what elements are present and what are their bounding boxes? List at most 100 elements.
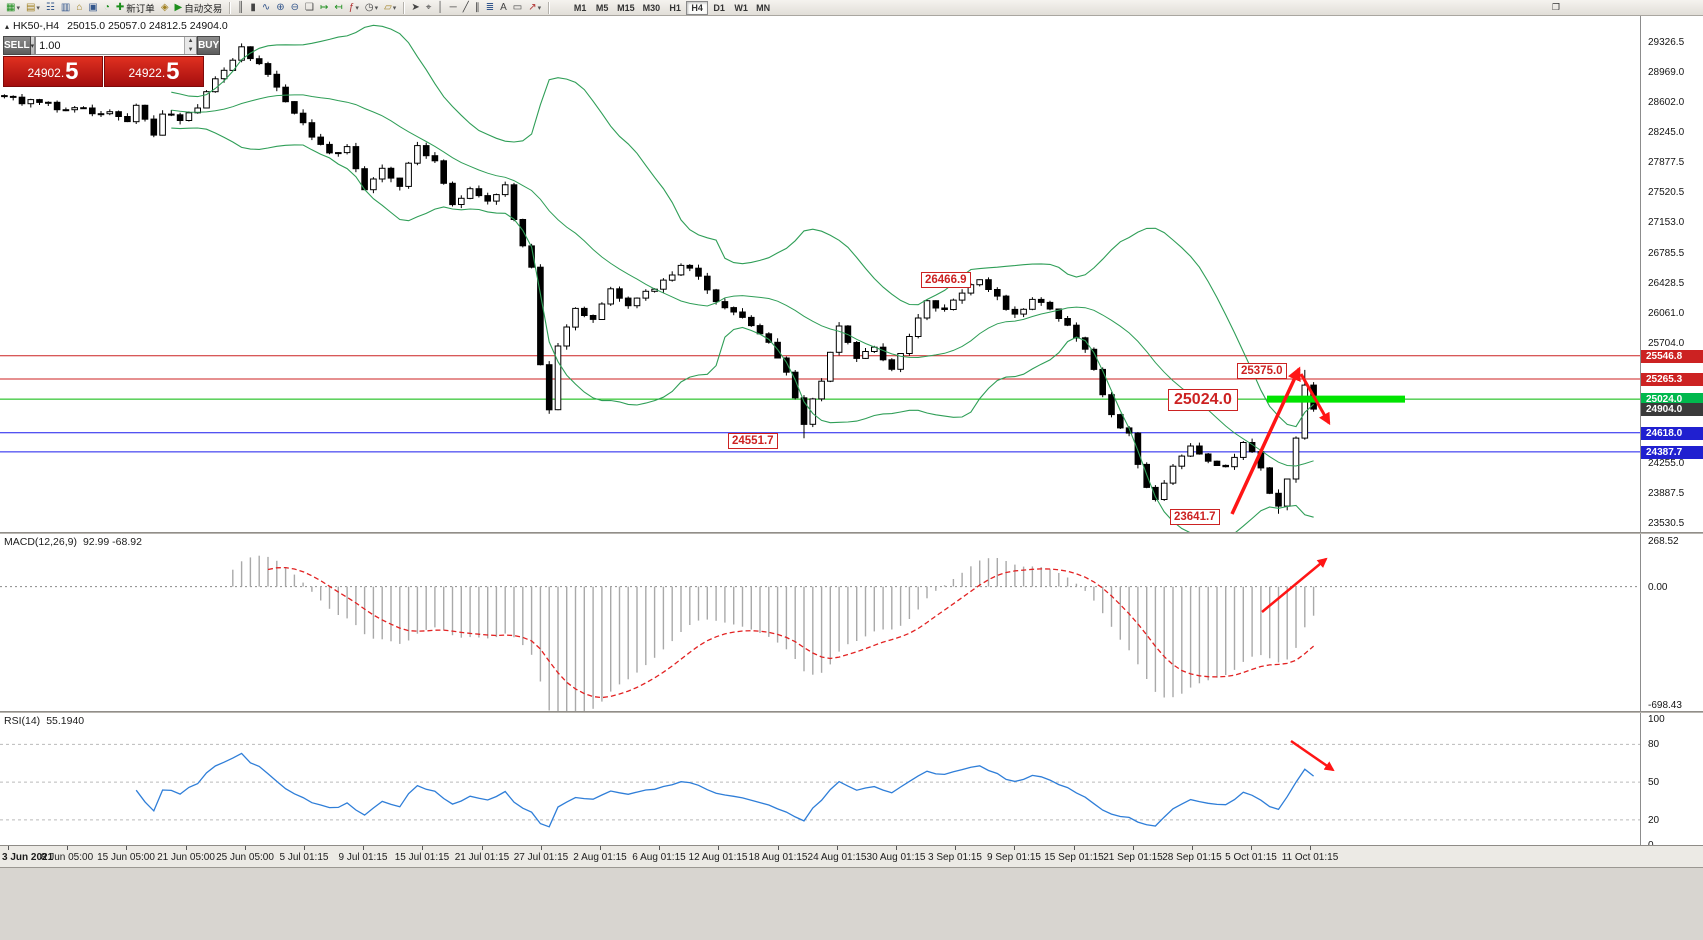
macd-canvas[interactable] [0,534,1640,711]
time-axis-label: 11 Oct 01:15 [1281,852,1339,863]
price-chart-canvas[interactable] [0,16,1640,532]
time-axis-tick [186,846,187,850]
price-axis-label: 26785.5 [1648,248,1685,259]
navigator-button[interactable]: ⌂ [73,1,85,15]
metaeditor-icon: ◈ [160,1,169,13]
price-axis-mark: 25024.0 [1641,393,1703,406]
volume-input[interactable] [36,37,185,54]
symbol-info: ▴ HK50-,H4 25015.0 25057.0 24812.5 24904.0 [5,20,228,32]
volume-up-icon[interactable]: ▲ [185,37,197,46]
text-button[interactable]: A [497,1,510,15]
time-axis-tick [778,846,779,850]
line-chart-button[interactable]: ∿ [259,1,273,15]
sell-price-main: 24902. [27,66,65,80]
panel-splitter[interactable] [0,532,1703,534]
timeframe-m30-button[interactable]: M30 [639,1,665,15]
timeframe-m15-button[interactable]: M15 [613,1,639,15]
profiles-button[interactable]: ▤ ▾ [23,1,43,15]
terminal-button[interactable]: ▣ [85,1,100,15]
buy-button[interactable]: BUY [197,36,221,55]
crosshair-button[interactable]: ⌖ [423,1,435,15]
market-watch-button[interactable]: ☷ [43,1,58,15]
time-axis-label: 21 Jul 01:15 [454,852,510,863]
candlestick-chart-button[interactable]: ▮ [247,1,259,15]
trendline-button[interactable]: ╱ [460,1,472,15]
equidistant-channel-button[interactable]: ∥ [472,1,483,15]
arrow-tool-button[interactable]: ↗ ▾ [525,1,544,15]
time-axis-tick [659,846,660,850]
vertical-line-icon: │ [437,1,444,13]
rsi-canvas[interactable] [0,713,1640,845]
sell-options-caret-icon[interactable]: ▾ [30,36,36,55]
timeframe-mn-button[interactable]: MN [752,1,774,15]
price-axis-mark: 24618.0 [1641,427,1703,440]
price-chart-panel[interactable] [0,16,1640,532]
buy-price-display[interactable]: 24922. 5 [104,56,204,87]
chart-shift-button[interactable]: ↤ [331,1,345,15]
rsi-line [135,752,1315,828]
time-axis-tick [600,846,601,850]
timeframe-h4-button[interactable]: H4 [686,0,709,15]
candles-layer [1,43,1317,514]
chart-shift-icon: ↤ [334,1,343,13]
autotrading-button[interactable]: ▶ 自动交易 [172,1,226,15]
zoom-in-button[interactable]: ⊕ [273,1,287,15]
timeframe-m1-button[interactable]: M1 [569,1,591,15]
macd-panel[interactable]: MACD(12,26,9) 92.99 -68.92 [0,534,1640,711]
zoom-out-button[interactable]: ⊖ [288,1,302,15]
time-axis[interactable]: 3 Jun 2021 8 Jun 05:00 15 Jun 05:00 21 Jun … [0,845,1703,867]
one-click-trading-panel: SELL ▾ ▲ ▼ BUY 24902.5 24922.5 [3,36,221,87]
price-axis-label: 23530.5 [1648,518,1685,529]
volume-down-icon[interactable]: ▼ [185,45,197,54]
text-label-button[interactable]: ▭ [510,1,525,15]
time-axis-label: 15 Sep 01:15 [1044,852,1104,863]
time-axis-label: 3 Jun 2021 [2,852,54,863]
new-chart-button[interactable]: ▦ ▾ [3,1,23,15]
time-axis-tick [955,846,956,850]
timeframe-w1-button[interactable]: W1 [730,1,752,15]
price-axis[interactable]: 29326.5 28969.0 28602.0 28245.0 27877.5 27520… [1640,16,1703,851]
price-axis-label: 24255.0 [1648,458,1685,469]
time-axis-tick [1192,846,1193,850]
bar-chart-button[interactable]: ║ [234,1,247,15]
fibonacci-icon: ≣ [485,1,495,13]
rsi-panel[interactable]: RSI(14) 55.1940 [0,713,1640,845]
time-axis-tick [718,846,719,850]
macd-indicator-label: MACD(12,26,9) 92.99 -68.92 [4,536,142,548]
auto-scroll-icon: ↦ [319,1,329,13]
indicators-icon: ƒ [348,1,355,13]
time-axis-tick [1133,846,1134,850]
horizontal-line-button[interactable]: ─ [447,1,460,15]
sell-button[interactable]: SELL [3,36,31,55]
auto-scroll-button[interactable]: ↦ [317,1,331,15]
buy-price-main: 24922. [128,66,166,80]
panel-splitter[interactable] [0,711,1703,713]
time-axis-tick [541,846,542,850]
strategy-tester-button[interactable]: ◔ [101,1,113,15]
timeframe-m5-button[interactable]: M5 [591,1,613,15]
data-window-button[interactable]: ▥ [58,1,73,15]
price-axis-label: 25704.0 [1648,338,1685,349]
volume-field-wrap: ▲ ▼ [35,36,198,55]
new-order-button[interactable]: ✚ 新订单 [113,1,158,15]
sell-price-display[interactable]: 24902. 5 [3,56,103,87]
templates-button[interactable]: ▱ ▾ [381,1,399,15]
macd-axis-label: 0.00 [1648,582,1668,593]
price-axis-label: 26428.5 [1648,278,1685,289]
periods-button[interactable]: ◷ ▾ [362,1,381,15]
vertical-line-button[interactable]: │ [434,1,446,15]
time-axis-label: 6 Aug 01:15 [632,852,686,863]
fibonacci-button[interactable]: ≣ [483,1,497,15]
indicators-button[interactable]: ƒ ▾ [346,1,362,15]
price-axis-label: 27520.5 [1648,187,1685,198]
one-click-toggle-icon[interactable]: ▴ [5,22,10,31]
chart-restore-icon[interactable]: ❐ [1551,2,1560,12]
timeframe-h1-button[interactable]: H1 [664,1,686,15]
timeframe-d1-button[interactable]: D1 [708,1,730,15]
arrow-tool-icon: ↗ [528,1,537,13]
text-label-icon: ▭ [512,1,523,13]
tile-windows-button[interactable]: ❏ [302,1,317,15]
new-order-icon: ✚ [115,1,125,13]
metaeditor-button[interactable]: ◈ [158,1,172,15]
cursor-button[interactable]: ➤ [408,1,422,15]
